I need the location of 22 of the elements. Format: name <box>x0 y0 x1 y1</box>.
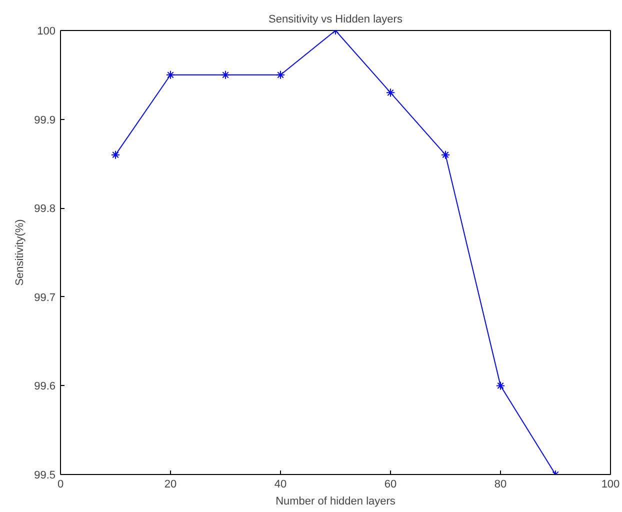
point <box>386 88 395 98</box>
point <box>496 381 505 390</box>
x-tick-label: 60 <box>384 478 397 490</box>
point <box>166 70 175 80</box>
point <box>276 70 285 80</box>
x-axis-title: Number of hidden layers <box>276 496 396 508</box>
y-tick-label: 99.9 <box>34 114 56 126</box>
chart-title: Sensitivity vs Hidden layers <box>268 14 403 26</box>
x-tick-label: 20 <box>164 478 177 490</box>
point <box>111 150 120 160</box>
y-axis-title: Sensitivity(%) <box>14 219 26 286</box>
y-tick-label: 100 <box>37 26 56 38</box>
x-tick-label: 100 <box>601 478 620 490</box>
x-tick-label: 40 <box>274 478 287 490</box>
x-tick-label: 80 <box>494 478 507 490</box>
y-tick-label: 99.7 <box>34 292 56 304</box>
point <box>441 150 450 160</box>
point <box>221 70 230 80</box>
y-tick-label: 99.8 <box>34 203 56 216</box>
y-tick-label: 99.6 <box>34 380 56 393</box>
x-tick-label: 0 <box>57 478 64 490</box>
y-tick-label: 99.5 <box>34 470 56 482</box>
